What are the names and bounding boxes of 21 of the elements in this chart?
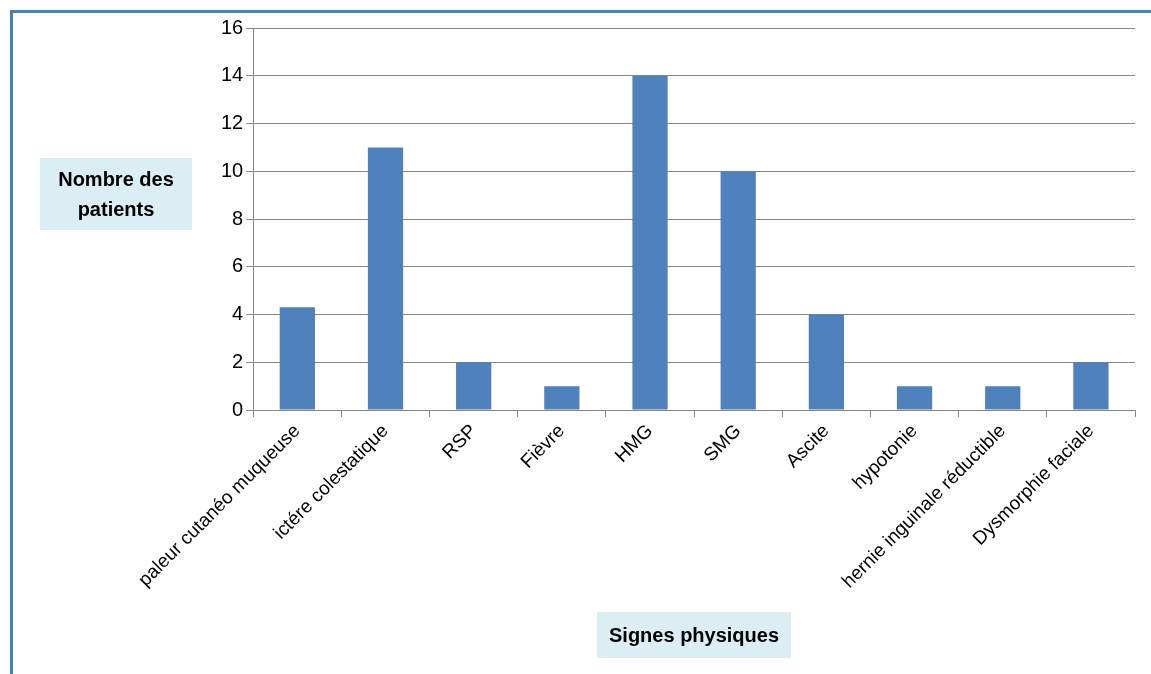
y-tick-label: 6 <box>232 254 244 277</box>
bar <box>279 307 315 410</box>
bar <box>1073 362 1109 410</box>
y-tick-label: 12 <box>221 111 244 134</box>
y-tick-label: 2 <box>232 349 244 372</box>
y-tick-label: 14 <box>221 63 244 86</box>
bar <box>985 386 1021 410</box>
y-tick-label: 10 <box>221 158 244 181</box>
bar <box>456 362 492 410</box>
bar <box>896 386 933 410</box>
x-axis-title: Signes physiques <box>597 612 792 658</box>
bar <box>632 75 668 410</box>
bar <box>544 386 580 410</box>
bar <box>720 171 756 410</box>
y-tick-label: 0 <box>232 397 244 420</box>
y-axis-title: Nombre des patients <box>40 158 192 230</box>
bar <box>367 147 404 410</box>
bar <box>808 314 845 410</box>
y-tick-label: 4 <box>232 302 244 325</box>
y-tick-label: 16 <box>221 15 244 38</box>
y-tick-label: 8 <box>232 206 244 229</box>
